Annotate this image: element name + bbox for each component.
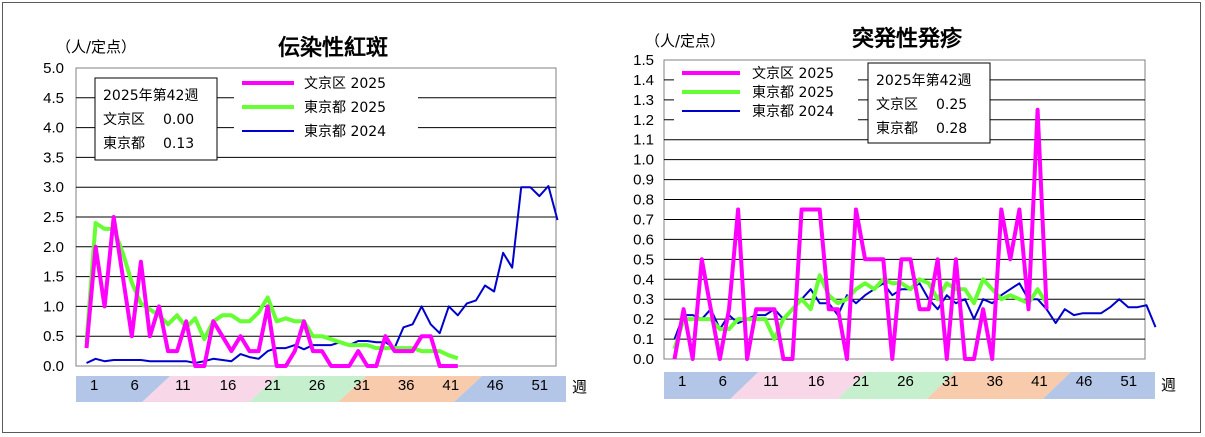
y-tick-label: 0.5 xyxy=(633,251,654,268)
y-tick-label: 0.4 xyxy=(633,271,654,288)
legend-label: 文京区 2025 xyxy=(304,76,386,92)
season-band xyxy=(249,376,367,402)
y-tick-label: 3.5 xyxy=(43,149,64,166)
y-tick-label: 0.0 xyxy=(633,351,654,368)
info-area-label: 文京区 xyxy=(103,112,145,128)
x-tick-label: 16 xyxy=(220,377,237,394)
season-band xyxy=(142,376,278,402)
info-week: 2025年第42週 xyxy=(103,87,198,104)
legend-label: 東京都 2025 xyxy=(752,85,834,101)
y-tick-label: 1.5 xyxy=(633,52,654,69)
y-tick-label: 4.0 xyxy=(43,120,64,137)
series-line-2 xyxy=(672,273,1049,350)
season-band xyxy=(730,372,866,399)
season-band xyxy=(837,372,955,399)
y-tick-label: 0.8 xyxy=(633,192,654,209)
x-tick-label: 1 xyxy=(678,373,686,390)
x-tick-label: 11 xyxy=(763,373,779,390)
series-line-3 xyxy=(86,185,559,364)
y-tick-label: 1.0 xyxy=(633,152,654,169)
info-value: 0.13 xyxy=(163,136,194,152)
x-tick-label: 26 xyxy=(897,373,914,390)
x-tick-label: 6 xyxy=(719,373,727,390)
info-box xyxy=(867,62,991,144)
x-tick-label: 36 xyxy=(986,373,1003,390)
series-line-1 xyxy=(84,215,458,368)
y-tick-label: 5.0 xyxy=(43,60,64,77)
y-tick-label: 0.0 xyxy=(43,358,64,375)
season-band xyxy=(664,372,759,399)
y-tick-label: 0.2 xyxy=(633,311,654,328)
info-area-label: 文京区 xyxy=(876,97,918,113)
info-value: 0.28 xyxy=(936,121,967,137)
y-tick-label: 1.1 xyxy=(633,132,654,149)
x-tick-label: 6 xyxy=(131,377,139,394)
x-tick-label: 26 xyxy=(309,377,326,394)
y-axis-unit: （人/定点） xyxy=(56,38,136,56)
info-value: 0.00 xyxy=(163,112,194,128)
y-tick-label: 0.9 xyxy=(633,172,654,189)
legend-label: 東京都 2024 xyxy=(304,124,386,140)
x-axis-unit: 週 xyxy=(1161,377,1176,394)
x-tick-label: 21 xyxy=(264,377,281,394)
x-tick-label: 41 xyxy=(1031,373,1048,390)
season-band xyxy=(454,376,566,402)
y-tick-label: 1.3 xyxy=(633,92,654,109)
x-tick-label: 46 xyxy=(1076,373,1093,390)
x-tick-label: 31 xyxy=(942,373,959,390)
x-tick-label: 51 xyxy=(1120,373,1137,390)
chart-title: 伝染性紅斑 xyxy=(278,35,388,61)
season-band xyxy=(926,372,1071,399)
y-tick-label: 1.5 xyxy=(43,269,64,286)
chart-1: 0.0 0.5 1.0 1.5 2.0 2.5 3.0 3.5 4.0 4.5 5.0 伝染性紅斑 （人… xyxy=(43,35,587,402)
x-tick-label: 16 xyxy=(808,373,825,390)
series-line-1 xyxy=(672,107,1049,361)
x-tick-label: 1 xyxy=(90,377,98,394)
season-band xyxy=(338,376,482,402)
y-tick-label: 0.6 xyxy=(633,231,654,248)
y-tick-label: 4.5 xyxy=(43,90,64,107)
y-tick-label: 1.0 xyxy=(43,298,64,315)
legend-label: 東京都 2024 xyxy=(752,104,834,120)
x-tick-label: 31 xyxy=(353,377,370,394)
legend-label: 文京区 2025 xyxy=(752,66,834,82)
y-axis-unit: （人/定点） xyxy=(645,32,725,50)
legend-bg xyxy=(234,74,418,148)
x-tick-label: 21 xyxy=(853,373,870,390)
y-tick-label: 2.5 xyxy=(43,209,64,226)
y-tick-label: 0.3 xyxy=(633,291,654,308)
x-axis-unit: 週 xyxy=(572,379,587,396)
x-tick-label: 41 xyxy=(442,377,459,394)
info-box xyxy=(94,77,218,161)
y-tick-label: 0.5 xyxy=(43,328,64,345)
y-tick-label: 0.7 xyxy=(633,211,654,228)
chart-title: 突発性発疹 xyxy=(852,26,963,52)
info-area-label: 東京都 xyxy=(876,121,918,137)
season-band xyxy=(76,376,171,402)
y-tick-label: 1.2 xyxy=(633,112,654,129)
info-area-label: 東京都 xyxy=(103,136,145,152)
x-tick-label: 46 xyxy=(487,377,504,394)
y-tick-label: 0.1 xyxy=(633,331,654,348)
info-value: 0.25 xyxy=(936,97,967,113)
x-tick-label: 51 xyxy=(531,377,548,394)
legend-label: 東京都 2025 xyxy=(304,100,386,116)
season-band xyxy=(1042,372,1155,399)
y-tick-label: 2.0 xyxy=(43,239,64,256)
chart-2: 0.0 0.1 0.2 0.3 0.4 0.5 0.6 0.7 0.8 0.9 1.0 1.1 1.2 1… xyxy=(633,26,1176,399)
x-tick-label: 36 xyxy=(398,377,415,394)
y-tick-label: 3.0 xyxy=(43,179,64,196)
x-tick-label: 11 xyxy=(175,377,191,394)
info-week: 2025年第42週 xyxy=(876,72,971,89)
y-tick-label: 1.4 xyxy=(633,72,654,89)
